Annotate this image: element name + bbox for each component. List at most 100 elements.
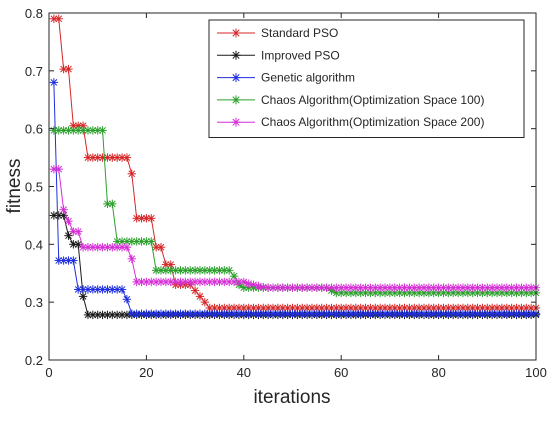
data-point [190,277,200,287]
data-point [205,266,214,275]
data-point [410,283,419,292]
data-point [156,277,166,287]
data-point [234,303,244,313]
data-point [93,310,102,320]
legend-label: Genetic algorithm [261,71,355,85]
data-point [74,240,83,249]
data-point [98,243,107,252]
x-tick-label: 0 [45,365,52,380]
data-point [186,266,195,275]
data-point [108,285,117,294]
data-point [69,126,78,135]
data-point [142,237,151,246]
data-point [468,309,477,318]
legend-item: Chaos Algorithm(Optimization Space 200) [217,115,484,129]
x-tick-label: 20 [139,365,153,380]
data-point [49,211,59,220]
data-point [244,279,253,288]
data-point [526,283,536,292]
data-point [190,266,200,275]
data-point [147,237,156,246]
data-point [487,283,497,292]
data-point [283,309,292,318]
x-axis-title: iterations [253,387,330,408]
data-point [122,153,132,162]
data-point [190,309,200,318]
data-point [337,309,346,318]
data-point [405,309,414,318]
data-point [259,309,268,318]
y-tick-label: 0.7 [25,64,43,79]
x-tick-label: 60 [334,365,348,380]
legend-label: Chaos Algorithm(Optimization Space 100) [261,93,484,107]
data-point [414,309,424,318]
data-point [453,303,463,313]
data-point [161,266,171,275]
data-point [122,295,132,304]
data-point [195,292,205,301]
legend-swatch-marker [231,28,241,38]
legend-swatch-marker [231,73,241,83]
data-point [249,280,258,290]
data-point [375,283,385,292]
data-point [88,126,98,135]
data-point [142,309,151,318]
legend-item: Genetic algorithm [217,71,355,85]
y-tick-label: 0.5 [25,180,43,195]
data-point [229,309,239,318]
data-point [487,309,497,318]
data-point [54,164,63,174]
data-point [147,277,156,287]
data-point [512,283,521,292]
legend: Standard PSO Improved PSO Genetic algorith… [208,19,525,138]
data-point [234,309,244,318]
data-point [127,237,136,246]
data-point [414,283,424,292]
data-point [444,309,453,318]
data-point [147,214,156,223]
data-point [54,14,63,23]
x-tick-label: 80 [431,365,445,380]
x-axis: 0 20 40 60 80 100 [45,13,547,380]
data-point [64,64,73,74]
data-point [59,205,68,214]
data-point [98,126,107,135]
legend-label: Improved PSO [261,48,340,62]
data-point [224,266,234,275]
data-point [117,285,127,294]
data-point [181,309,190,318]
data-point [64,217,73,226]
data-point [74,126,83,135]
y-tick-label: 0.2 [25,353,43,368]
data-point [171,266,180,275]
data-point [400,309,409,318]
data-point [254,309,263,318]
data-point [171,277,180,287]
data-point [166,266,175,275]
data-point [195,309,205,318]
data-point [108,199,117,209]
data-point [220,266,229,275]
legend-label: Chaos Algorithm(Optimization Space 200) [261,115,484,129]
legend-swatch-marker [231,50,241,60]
data-point [483,283,492,292]
data-point [156,243,166,252]
data-point [356,309,365,318]
data-point [127,169,136,178]
data-point [249,309,258,318]
y-tick-label: 0.3 [25,295,43,310]
series-chaos-algorithm-optimization-space-200 [49,164,541,292]
data-point [49,78,59,87]
x-tick-label: 40 [237,365,251,380]
data-point [64,126,73,135]
data-point [49,14,59,23]
data-point [88,153,98,162]
data-point [127,254,136,263]
data-point [458,283,468,292]
legend-label: Standard PSO [261,26,338,40]
data-point [497,303,507,313]
data-point [434,309,443,318]
y-tick-label: 0.6 [25,122,43,137]
legend-swatch-marker [231,95,241,105]
